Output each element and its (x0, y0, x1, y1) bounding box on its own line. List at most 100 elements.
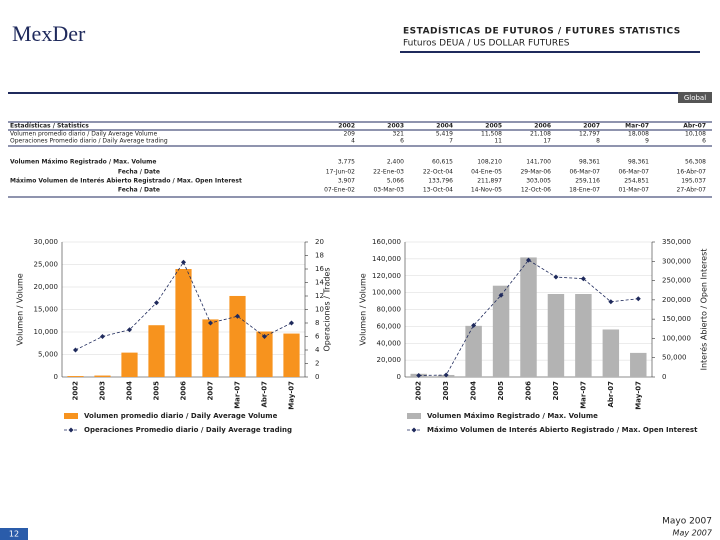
y-tick-label: 15,000 (34, 306, 59, 314)
table-cell: 04-Ene-05 (471, 169, 502, 176)
table-cell: 17-Jun-02 (326, 169, 355, 176)
table-cell: 03-Mar-03 (373, 187, 404, 194)
x-tick-label: 2007 (207, 381, 215, 401)
table-cell: 7 (449, 138, 453, 145)
table-cell: 11 (494, 138, 502, 145)
bar (202, 319, 219, 377)
bar (630, 352, 647, 377)
legend-marker (411, 427, 417, 433)
x-tick-label: 2006 (180, 381, 188, 401)
x-tick-label: 2005 (497, 381, 505, 401)
y2-tick-label: 300,000 (662, 257, 691, 265)
row-label: Estadísticas / Statistics (10, 123, 89, 130)
table-cell: 133,796 (428, 178, 453, 185)
y2-tick-label: 12 (315, 292, 324, 300)
page-number: 12 (9, 530, 19, 539)
y2-tick-label: 16 (315, 265, 324, 273)
marker (471, 322, 477, 328)
slide-subtitle: Futuros DEUA / US DOLLAR FUTURES (403, 39, 570, 49)
bar (602, 329, 620, 377)
table-cell: 254,851 (624, 178, 649, 185)
marker (443, 372, 449, 378)
y-tick-label: 25,000 (34, 261, 59, 269)
marker (235, 313, 240, 319)
bar (575, 294, 592, 377)
y2-tick-label: 350,000 (662, 238, 691, 246)
legend-swatch (407, 413, 421, 419)
table-cell: 07-Ene-02 (324, 187, 355, 194)
table-cell: 209 (344, 131, 356, 138)
table-cell: 2004 (436, 123, 453, 130)
line (75, 261, 292, 351)
y-tick-label: 160,000 (372, 238, 401, 246)
bar (67, 376, 84, 377)
table-cell: 6 (400, 138, 404, 145)
x-tick-label: 2004 (126, 381, 134, 401)
y2-tick-label: 6 (315, 333, 320, 341)
legend-label: Volumen Máximo Registrado / Max. Volume (427, 412, 598, 420)
y2-axis-label: Operaciones / Trades (323, 267, 332, 351)
y2-tick-label: 2 (315, 360, 319, 368)
legend-marker (68, 427, 74, 433)
y2-tick-label: 0 (662, 373, 666, 381)
y2-tick-label: 8 (315, 319, 319, 327)
table-cell: 98,361 (628, 159, 649, 166)
charts: 0 5,000 10,000 15,000 20,000 25,000 30,000 0 2 4 6… (16, 238, 709, 434)
marker (73, 347, 78, 353)
marker (498, 292, 504, 298)
table-cell: 2007 (583, 123, 600, 130)
tab-label: Global (684, 94, 706, 102)
x-tick-label: 2007 (552, 381, 560, 401)
table-cell: 06-Mar-07 (618, 169, 649, 176)
table-cell: 2006 (534, 123, 551, 130)
marker (608, 299, 614, 305)
table-cell: 06-Mar-07 (569, 169, 600, 176)
table-cell: 2002 (338, 123, 355, 130)
logo: MexDer (12, 21, 86, 46)
y2-tick-label: 250,000 (662, 277, 691, 285)
y2-tick-label: 200,000 (662, 296, 691, 304)
bar (175, 269, 192, 377)
bar (121, 352, 138, 377)
y-tick-label: 120,000 (372, 272, 401, 280)
marker (289, 320, 294, 326)
x-tick-label: Mar-07 (234, 381, 242, 409)
marker (416, 372, 422, 378)
y-tick-label: 30,000 (34, 238, 59, 246)
y-axis-label: Volumen / Volume (359, 273, 368, 345)
x-tick-label: 2002 (415, 381, 423, 401)
table-cell: 211,897 (477, 178, 502, 185)
row-label: Fecha / Date (118, 169, 160, 176)
table-cell: 108,210 (477, 159, 502, 166)
y-axis-label: Volumen / Volume (16, 273, 25, 345)
table-cell: 10,108 (685, 131, 706, 138)
x-tick-label: May-07 (288, 381, 296, 410)
table-cell: 17 (543, 138, 551, 145)
table-cell: 259,116 (575, 178, 600, 185)
marker (127, 327, 132, 333)
table-cell: 18-Ene-07 (569, 187, 600, 194)
table-cell: 12-Oct-06 (521, 187, 551, 194)
marker (208, 320, 213, 326)
marker (553, 274, 559, 280)
x-tick-label: Abr-07 (607, 381, 615, 408)
table-cell: 141,700 (526, 159, 551, 166)
table-cell: 9 (645, 138, 649, 145)
bar (229, 295, 246, 377)
stats-table: Estadísticas / Statistics 2002 2003 2004 200… (0, 121, 712, 198)
table-cell: 11,508 (481, 131, 502, 138)
table-cell: 3,907 (338, 178, 355, 185)
y2-tick-label: 10 (315, 306, 324, 314)
table-cell: 303,005 (526, 178, 551, 185)
table-cell: 01-Mar-07 (618, 187, 649, 194)
y2-tick-label: 18 (315, 252, 324, 260)
table-cell: 21,108 (530, 131, 551, 138)
table-cell: 8 (596, 138, 600, 145)
legend-label: Volumen promedio diario / Daily Average … (84, 412, 278, 420)
table-cell: 321 (393, 131, 405, 138)
table-cell: 14-Nov-05 (471, 187, 502, 194)
legend-label: Máximo Volumen de Interés Abierto Regist… (427, 426, 698, 434)
table-cell: 3,775 (338, 159, 355, 166)
table-cell: 22-Oct-04 (423, 169, 453, 176)
row-label: Fecha / Date (118, 187, 160, 194)
